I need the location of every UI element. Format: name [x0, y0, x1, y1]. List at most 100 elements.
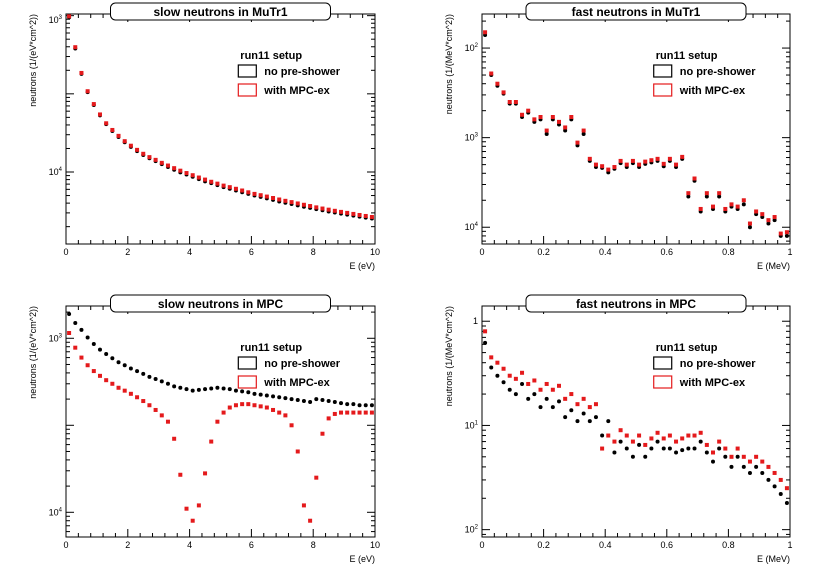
data-point	[363, 410, 368, 415]
data-point	[203, 387, 208, 392]
data-point	[332, 400, 337, 405]
data-point	[637, 433, 642, 438]
data-point	[221, 183, 226, 188]
data-point	[711, 459, 715, 464]
legend-label-with-mpc-ex: with MPC-ex	[263, 85, 330, 97]
chart-p2: 0 0.2 0.4 0.6 0.8 1 104 103 102 E (MeV) neutrons (…	[444, 2, 793, 271]
data-point	[550, 405, 555, 410]
data-point	[369, 214, 374, 219]
data-point	[612, 439, 617, 444]
series-no-pre-shower	[483, 340, 789, 506]
data-point	[747, 470, 752, 475]
data-point	[618, 439, 623, 444]
data-point	[172, 436, 177, 441]
legend-header: run11 setup	[240, 50, 302, 62]
data-point	[339, 401, 344, 406]
data-point	[363, 403, 368, 408]
data-point	[766, 221, 771, 226]
data-point	[165, 419, 170, 424]
data-point	[345, 410, 350, 415]
data-point	[544, 381, 549, 386]
data-point	[271, 394, 276, 399]
data-point	[85, 335, 90, 340]
data-point	[301, 202, 306, 207]
data-point	[698, 430, 703, 435]
x-tick-label: 4	[187, 540, 192, 550]
chart-title: slow neutrons in MPC	[158, 297, 284, 311]
data-point	[215, 385, 220, 390]
data-point	[606, 419, 611, 424]
data-point	[747, 221, 752, 226]
data-point	[345, 210, 350, 215]
data-point	[624, 446, 629, 451]
legend-header: run11 setup	[656, 50, 718, 62]
data-point	[73, 45, 78, 50]
data-point	[283, 413, 288, 418]
data-point	[587, 156, 592, 161]
data-point	[153, 407, 158, 412]
x-tick-label: 6	[249, 540, 254, 550]
legend-swatch-no-pre-shower	[237, 356, 257, 370]
x-tick-label: 0.2	[537, 247, 550, 257]
data-point	[526, 108, 531, 113]
legend-swatch-no-pre-shower	[653, 356, 673, 370]
data-point	[735, 204, 740, 209]
data-point	[97, 112, 102, 117]
data-point	[501, 90, 506, 95]
data-point	[624, 162, 629, 167]
data-point	[563, 128, 568, 133]
data-point	[314, 397, 319, 402]
x-tick-label: 0.2	[537, 540, 550, 550]
legend-header: run11 setup	[656, 342, 718, 354]
data-point	[128, 143, 133, 148]
legend-header: run11 setup	[240, 342, 302, 354]
data-point	[747, 459, 752, 464]
y-axis-label: neutrons (1/(eV*cm^2))	[28, 14, 38, 107]
data-point	[116, 360, 121, 365]
data-point	[104, 378, 109, 383]
data-point	[159, 160, 164, 165]
data-point	[575, 140, 580, 145]
data-point	[79, 327, 84, 332]
data-point	[351, 211, 356, 216]
data-point	[308, 518, 313, 523]
y-axis-label: neutrons (1/(MeV*cm^2))	[444, 14, 454, 114]
data-point	[520, 381, 525, 386]
data-point	[246, 390, 251, 395]
data-point	[606, 167, 611, 172]
data-point	[320, 206, 325, 211]
data-point	[308, 204, 313, 209]
data-point	[637, 442, 642, 447]
data-point	[178, 472, 183, 477]
data-point	[711, 204, 715, 209]
data-point	[649, 158, 654, 163]
y-tick-label: 104	[465, 222, 479, 232]
data-point	[357, 212, 362, 217]
data-point	[704, 194, 709, 199]
data-point	[569, 115, 574, 120]
data-point	[283, 396, 288, 401]
data-point	[747, 225, 752, 230]
data-point	[581, 411, 586, 416]
x-tick-label: 8	[311, 247, 316, 257]
data-point	[326, 207, 331, 212]
data-point	[704, 442, 709, 447]
data-point	[240, 402, 245, 407]
data-point	[655, 156, 660, 161]
data-point	[264, 405, 269, 410]
data-point	[717, 439, 722, 444]
data-point	[593, 162, 598, 167]
data-point	[704, 450, 709, 455]
data-point	[766, 464, 771, 469]
data-point	[295, 398, 300, 403]
series-no-pre-shower	[67, 15, 374, 221]
data-point	[271, 407, 276, 412]
data-point	[258, 404, 263, 409]
data-point	[544, 131, 549, 136]
data-point	[128, 366, 133, 371]
data-point	[655, 430, 660, 435]
legend-swatch-with-mpc-ex	[653, 83, 673, 97]
data-point	[489, 365, 494, 370]
data-point	[630, 439, 635, 444]
data-point	[196, 387, 201, 392]
